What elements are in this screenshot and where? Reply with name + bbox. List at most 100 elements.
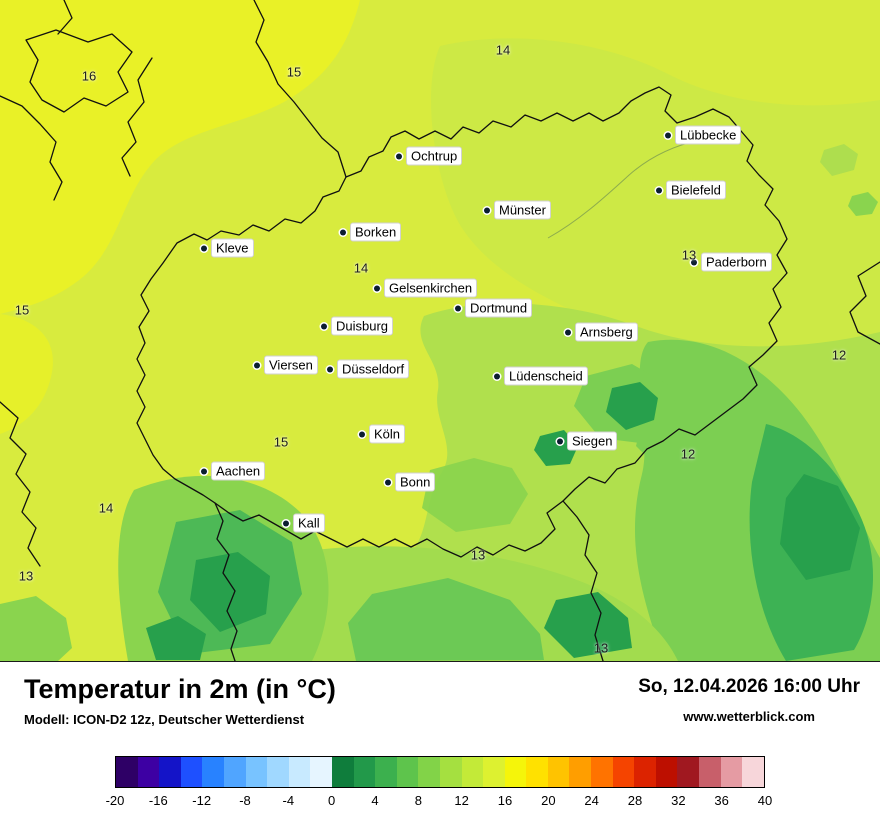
temperature-value: 13 (18, 568, 34, 584)
city-label: Köln (369, 424, 406, 444)
temperature-value: 15 (14, 302, 30, 318)
legend-color-segment (504, 757, 527, 787)
city-marker: Arnsberg (565, 322, 638, 342)
legend-tick-label: 0 (328, 793, 336, 808)
temperature-value: 12 (831, 347, 847, 363)
city-dot (656, 187, 662, 193)
city-label: Düsseldorf (337, 359, 410, 379)
legend-color-segment (699, 757, 721, 787)
city-marker: Borken (340, 222, 402, 242)
footer-right: So, 12.04.2026 16:00 Uhr www.wetterblick… (638, 676, 860, 724)
legend-color-segment (310, 757, 332, 787)
legend-color-segment (288, 757, 311, 787)
legend-color-segment (677, 757, 700, 787)
temperature-map-graphic (0, 0, 880, 661)
temperature-value: 13 (593, 640, 609, 656)
city-label: Dortmund (465, 298, 533, 318)
city-marker: Kall (283, 513, 325, 533)
legend-tick-label: 12 (454, 793, 469, 808)
legend-tick-label: 40 (757, 793, 773, 808)
legend-color-segment (547, 757, 570, 787)
city-dot (201, 245, 207, 251)
legend-color-segment (720, 757, 743, 787)
city-marker: Viersen (254, 355, 318, 375)
city-label: Siegen (567, 431, 618, 451)
city-dot (340, 229, 346, 235)
legend-color-segment (159, 757, 181, 787)
forecast-datetime: So, 12.04.2026 16:00 Uhr (638, 676, 860, 697)
legend-colorbar (115, 756, 765, 788)
legend-color-segment (116, 757, 138, 787)
city-label: Paderborn (701, 252, 772, 272)
city-label: Borken (350, 222, 402, 242)
city-marker: Lüdenscheid (494, 366, 588, 386)
temperature-value: 13 (681, 247, 697, 263)
temperature-value: 15 (286, 64, 302, 80)
city-label: Kleve (211, 238, 254, 258)
legend-tick-label: 36 (714, 793, 729, 808)
legend-tick-label: -12 (192, 793, 212, 808)
city-label: Bielefeld (666, 180, 726, 200)
city-dot (385, 479, 391, 485)
website-url: www.wetterblick.com (683, 709, 815, 724)
legend-tick-label: 8 (414, 793, 422, 808)
legend-color-segment (569, 757, 592, 787)
city-marker: Bonn (385, 472, 436, 492)
city-marker: Bielefeld (656, 180, 726, 200)
legend-color-segment (526, 757, 548, 787)
temperature-legend: -20 -16 -12 -8 -4 0 4 8 12 16 20 24 28 32 36 40 (106, 756, 773, 809)
city-label: Arnsberg (575, 322, 638, 342)
legend-color-segment (742, 757, 764, 787)
legend-tick-label: 4 (371, 793, 379, 808)
legend-color-segment (591, 757, 613, 787)
city-dot (665, 132, 671, 138)
legend-color-segment (267, 757, 289, 787)
city-dot (374, 285, 380, 291)
temperature-value: 14 (353, 260, 369, 276)
city-label: Lüdenscheid (504, 366, 588, 386)
city-dot (201, 468, 207, 474)
legend-color-segment (353, 757, 376, 787)
model-info: Modell: ICON-D2 12z, Deutscher Wetterdie… (24, 712, 305, 727)
city-label: Aachen (211, 461, 266, 481)
legend-color-segment (418, 757, 440, 787)
city-dot (691, 259, 697, 265)
legend-tick-label: -20 (105, 793, 125, 808)
city-marker: Duisburg (321, 316, 394, 336)
city-dot (396, 153, 402, 159)
footer: Temperatur in 2m (in °C) Modell: ICON-D2… (0, 661, 880, 830)
legend-ticks: -20 -16 -12 -8 -4 0 4 8 12 16 20 24 28 32 36 40 (106, 793, 773, 809)
city-label: Ochtrup (406, 146, 463, 166)
legend-color-segment (331, 757, 354, 787)
city-dot (565, 329, 571, 335)
legend-tick-label: -16 (148, 793, 168, 808)
city-dot (557, 438, 563, 444)
legend-tick-label: 32 (671, 793, 686, 808)
legend-color-segment (245, 757, 268, 787)
temperature-value: 13 (470, 547, 486, 563)
city-label: Bonn (395, 472, 436, 492)
legend-tick-label: 24 (584, 793, 599, 808)
city-label: Münster (494, 200, 551, 220)
city-marker: Paderborn (691, 252, 772, 272)
city-label: Duisburg (331, 316, 394, 336)
legend-color-segment (137, 757, 160, 787)
legend-tick-label: -4 (282, 793, 295, 808)
legend-color-segment (634, 757, 656, 787)
map-title: Temperatur in 2m (in °C) (24, 674, 336, 704)
city-marker: Dortmund (455, 298, 533, 318)
city-dot (359, 431, 365, 437)
temperature-value: 16 (81, 68, 97, 84)
city-label: Kall (293, 513, 325, 533)
city-marker: Aachen (201, 461, 266, 481)
legend-color-segment (396, 757, 419, 787)
legend-color-segment (655, 757, 678, 787)
city-marker: Lübbecke (665, 125, 742, 145)
city-label: Lübbecke (675, 125, 742, 145)
legend-color-segment (180, 757, 203, 787)
legend-color-segment (375, 757, 397, 787)
legend-color-segment (202, 757, 224, 787)
city-label: Viersen (264, 355, 318, 375)
city-marker: Köln (359, 424, 406, 444)
